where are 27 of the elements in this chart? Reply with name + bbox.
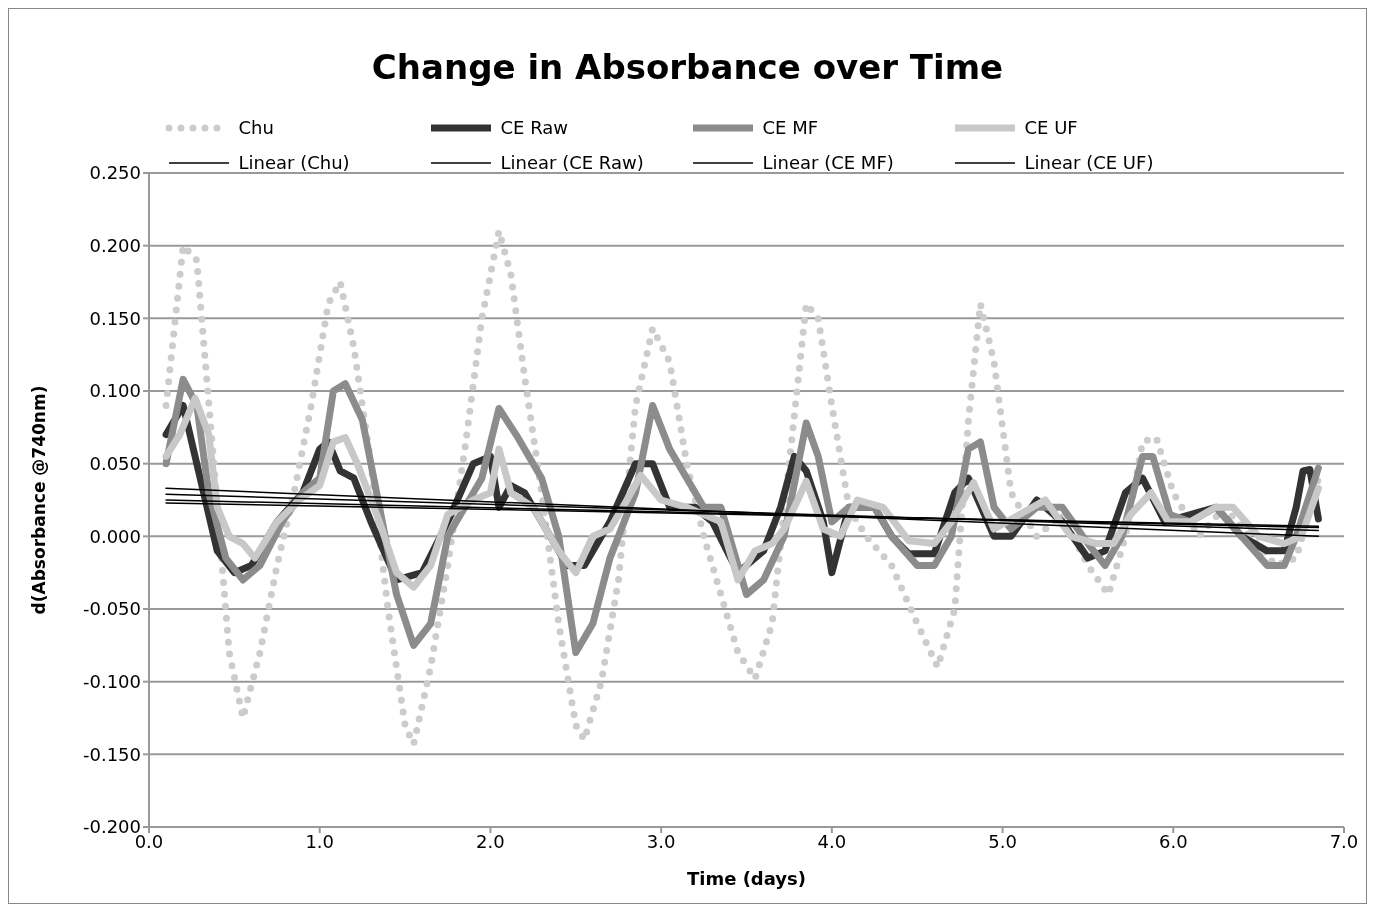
x-tick-label: 4.0 [817,830,847,852]
x-tick-label: 1.0 [305,830,335,852]
legend-label: CE UF [1024,117,1078,138]
legend-label: CE Raw [500,117,569,138]
legend-label: Linear (CE Raw) [500,152,644,173]
legend-label: Chu [238,117,274,138]
y-tick-label: 0.000 [89,525,141,547]
y-tick-label: -0.100 [82,671,141,693]
legend-label: CE MF [762,117,819,138]
chart-title: Change in Absorbance over Time [370,46,1005,89]
y-tick-label: 0.150 [89,307,141,329]
x-tick-label: 2.0 [476,830,505,852]
x-tick-label: 7.0 [1329,830,1359,852]
y-tick-label: 0.100 [89,380,141,402]
y-tick-label: -0.150 [82,743,141,765]
x-tick-label: 3.0 [646,830,676,852]
x-tick-label: 5.0 [988,830,1017,852]
legend-label: Linear (CE UF) [1024,152,1154,173]
y-tick-label: -0.050 [82,598,141,620]
y-tick-label: 0.250 [89,162,141,184]
x-axis-title: Time (days) [686,868,807,889]
y-tick-label: 0.200 [89,235,141,257]
x-tick-label: 6.0 [1158,830,1188,852]
legend-label: Linear (CE MF) [762,152,894,173]
legend-label: Linear (Chu) [238,152,350,173]
y-tick-label: 0.050 [89,453,141,475]
y-axis-title: d(Absorbance @740nm) [29,385,50,615]
